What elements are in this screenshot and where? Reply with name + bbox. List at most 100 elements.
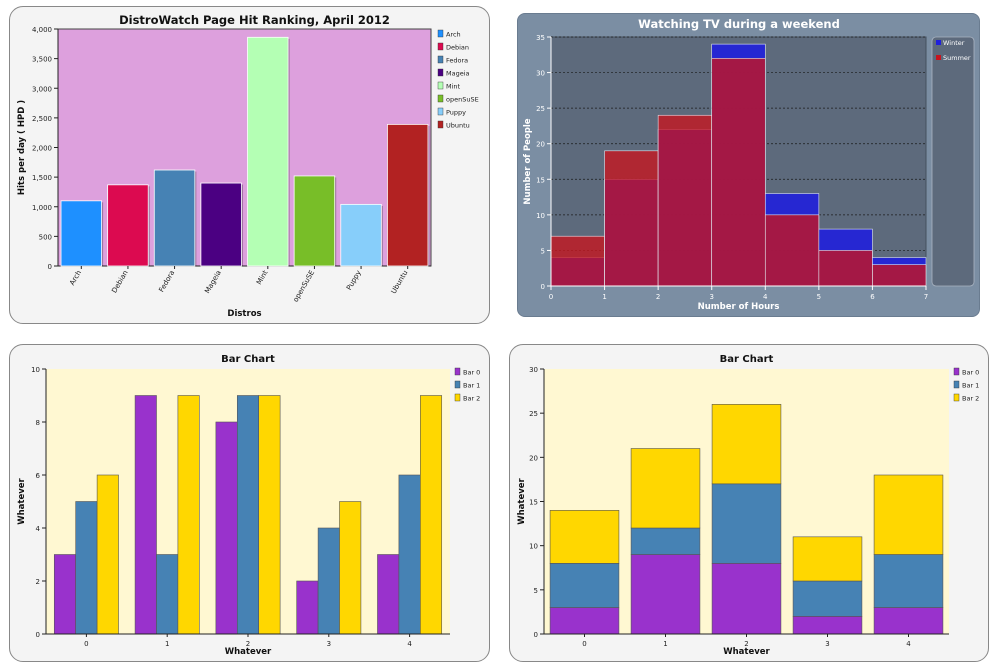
y-tick-label: 0 xyxy=(48,263,52,271)
y-tick-label: 30 xyxy=(529,366,538,374)
legend-label-ubuntu: Ubuntu xyxy=(446,122,470,130)
legend-label-bar-0: Bar 0 xyxy=(463,369,480,377)
y-tick-label: 0 xyxy=(36,631,40,639)
y-tick-label: 500 xyxy=(39,233,52,241)
bar-bar-1-cat-1 xyxy=(156,554,179,635)
y-tick-label: 1,500 xyxy=(32,174,52,182)
x-tick-label: 1 xyxy=(663,640,667,648)
x-tick-label-puppy: Puppy xyxy=(345,269,363,292)
bar-bar-2-cat-3 xyxy=(339,501,362,635)
y-tick-label: 25 xyxy=(536,105,545,113)
y-tick-label: 4,000 xyxy=(32,26,52,34)
bar-opensuse xyxy=(293,175,336,267)
bar-bar-1-cat-4 xyxy=(398,474,421,635)
legend-label-opensuse: openSuSE xyxy=(446,96,479,104)
x-tick-label-mageia: Mageia xyxy=(203,269,223,295)
chart-title: Bar Chart xyxy=(221,354,275,365)
chart-title: Bar Chart xyxy=(720,354,774,365)
x-tick-label: 1 xyxy=(165,640,169,648)
x-tick-label: 4 xyxy=(407,640,412,648)
legend-label-fedora: Fedora xyxy=(446,57,468,65)
x-tick-label-mint: Mint xyxy=(255,269,270,286)
y-tick-label: 25 xyxy=(529,410,538,418)
bar-bar-0-cat-3 xyxy=(296,580,319,635)
tv-histogram-chart: Watching TV during a weekend051015202530… xyxy=(523,17,975,312)
bar-bar-0-cat-4 xyxy=(873,607,944,635)
y-tick-label: 15 xyxy=(536,176,545,184)
x-tick-label-opensuse: openSuSE xyxy=(292,269,317,304)
bar-bar-1-cat-2 xyxy=(711,483,782,564)
bar-puppy xyxy=(340,203,382,267)
bar-summer-0 xyxy=(550,235,605,287)
legend-label-debian: Debian xyxy=(446,44,469,52)
tv-histogram-panel: Watching TV during a weekend 0 5 10 15 20 25 30… xyxy=(517,13,980,317)
bar-bar-0-cat-0 xyxy=(549,607,620,635)
legend-swatch-winter xyxy=(936,40,941,45)
bar-bar-2-cat-4 xyxy=(420,395,443,635)
legend-swatch-bar-1 xyxy=(454,380,461,389)
bar-bar-2-cat-0 xyxy=(96,474,119,635)
y-tick-label: 0 xyxy=(541,283,545,291)
x-tick-label: 3 xyxy=(709,293,713,301)
y-tick-label: 2,000 xyxy=(32,145,52,153)
bar-bar-0-cat-2 xyxy=(215,421,238,635)
bar-summer-4 xyxy=(764,214,820,287)
bar-bar-2-cat-2 xyxy=(711,404,782,485)
y-tick-label: 1,000 xyxy=(32,204,52,212)
legend-swatch-ubuntu xyxy=(437,120,444,129)
legend-swatch-summer xyxy=(936,55,941,60)
bar-bar-1-cat-0 xyxy=(75,501,98,635)
chart-title: DistroWatch Page Hit Ranking, April 2012 xyxy=(119,13,390,27)
legend-box xyxy=(931,36,975,287)
legend-label-bar-1: Bar 1 xyxy=(962,382,979,390)
chart-title: Watching TV during a weekend xyxy=(638,17,840,31)
legend-swatch-bar-1 xyxy=(953,380,960,389)
x-tick-label-ubuntu: Ubuntu xyxy=(390,269,410,295)
y-tick-label: 2 xyxy=(36,578,40,586)
bar-bar-2-cat-4 xyxy=(873,474,944,555)
x-tick-label: 0 xyxy=(549,293,553,301)
bar-bar-1-cat-3 xyxy=(792,580,863,617)
bar-summer-5 xyxy=(818,250,873,287)
stacked-bar-chart-panel: Bar Chart 0 5 10 15 20 25 30 0 1 2 3 4 Whatever Whatev… xyxy=(509,344,989,662)
bar-bar-2-cat-2 xyxy=(258,395,281,635)
y-tick-label: 3,500 xyxy=(32,56,52,64)
x-tick-label: 1 xyxy=(602,293,606,301)
legend-swatch-puppy xyxy=(437,107,444,116)
legend-swatch-arch xyxy=(437,29,444,38)
bar-arch xyxy=(60,200,102,267)
x-tick-label-arch: Arch xyxy=(68,269,83,287)
legend-swatch-bar-0 xyxy=(953,367,960,376)
x-tick-label: 2 xyxy=(246,640,250,648)
bar-fedora xyxy=(153,169,196,267)
legend-swatch-bar-0 xyxy=(454,367,461,376)
bar-bar-1-cat-0 xyxy=(549,563,620,608)
y-tick-label: 10 xyxy=(31,366,40,374)
x-tick-label: 5 xyxy=(817,293,821,301)
bar-summer-1 xyxy=(604,150,659,287)
x-axis-label: Distros xyxy=(227,309,261,319)
y-axis-label: Whatever xyxy=(517,477,527,524)
bar-bar-2-cat-1 xyxy=(177,395,200,635)
y-tick-label: 10 xyxy=(529,543,538,551)
legend-swatch-fedora xyxy=(437,55,444,64)
bar-bar-0-cat-2 xyxy=(711,563,782,635)
y-tick-label: 2,500 xyxy=(32,115,52,123)
y-tick-label: 30 xyxy=(536,70,545,78)
bar-mageia xyxy=(200,182,242,267)
legend-swatch-debian xyxy=(437,42,444,51)
bar-bar-2-cat-3 xyxy=(792,536,863,582)
y-tick-label: 10 xyxy=(536,212,545,220)
legend-swatch-bar-2 xyxy=(953,393,960,402)
bar-summer-3 xyxy=(711,58,766,287)
x-tick-label: 2 xyxy=(656,293,660,301)
legend-label-winter: Winter xyxy=(943,39,965,47)
y-tick-label: 5 xyxy=(534,587,538,595)
y-tick-label: 6 xyxy=(36,472,41,480)
y-tick-label: 0 xyxy=(534,631,538,639)
x-tick-label: 6 xyxy=(870,293,875,301)
legend-swatch-opensuse xyxy=(437,94,444,103)
y-axis-label: Number of People xyxy=(523,118,533,204)
grouped-bar-chart-panel: Bar Chart 0 2 4 6 8 10 0 1 2 3 4 Whatever Whatever Bar… xyxy=(9,344,490,662)
y-tick-label: 20 xyxy=(536,141,545,149)
